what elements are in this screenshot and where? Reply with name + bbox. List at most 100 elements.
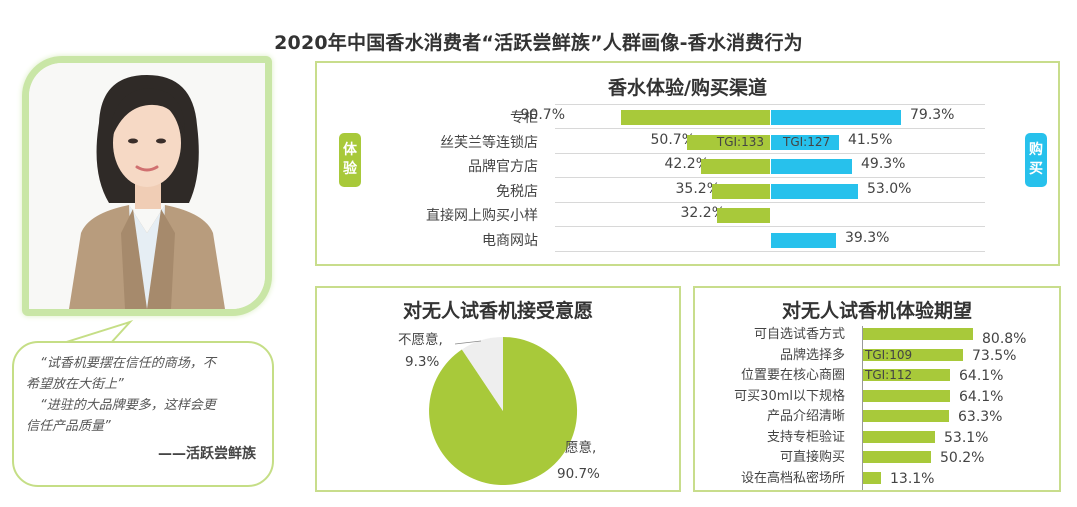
row-rule bbox=[555, 250, 985, 252]
pie-value-unwilling: 9.3% bbox=[405, 354, 440, 370]
purchase-value: 49.3% bbox=[861, 156, 906, 172]
channel-label: 直接网上购买小样 bbox=[426, 208, 538, 224]
expectation-bar bbox=[863, 430, 935, 443]
expectation-label: 产品介绍清晰 bbox=[766, 409, 845, 424]
purchase-value: 53.0% bbox=[867, 180, 912, 197]
expectation-row: 可直接购买 50.2% bbox=[695, 449, 1059, 467]
quote-author: ——活跃尝鲜族 bbox=[158, 446, 256, 462]
expectation-row: 设在高档私密场所 13.1% bbox=[695, 470, 1059, 488]
expectation-value: 63.3% bbox=[958, 409, 1003, 425]
expectation-bar bbox=[863, 328, 973, 340]
row-rule bbox=[555, 152, 985, 154]
purchase-bar: TGI:127 bbox=[771, 134, 839, 150]
expectation-value: 64.1% bbox=[959, 368, 1004, 384]
expectation-label: 位置要在核心商圈 bbox=[740, 368, 845, 383]
expectation-row: 可自选试香方式 80.8% bbox=[695, 326, 1059, 347]
expectation-bar: TGI:109 bbox=[863, 347, 963, 362]
row-rule bbox=[555, 201, 985, 203]
woman-portrait-illustration bbox=[29, 63, 265, 309]
expectation-bar bbox=[863, 451, 931, 463]
experience-value: 90.7% bbox=[520, 107, 565, 123]
expectation-chart-panel: 对无人试香机体验期望 可自选试香方式 80.8% 品牌选择多 TGI:109 7… bbox=[693, 286, 1061, 492]
purchase-bar bbox=[771, 232, 836, 248]
expectation-bar bbox=[863, 410, 949, 422]
purchase-bar bbox=[771, 183, 858, 199]
purchase-tag: 购买 bbox=[1025, 133, 1047, 187]
channel-row: 电商网站 39.3% bbox=[317, 228, 1058, 252]
purchase-bar bbox=[771, 159, 852, 174]
experience-bar bbox=[621, 110, 770, 125]
page-title: 2020年中国香水消费者“活跃尝鲜族”人群画像-香水消费行为 bbox=[274, 32, 803, 54]
purchase-value: 79.3% bbox=[910, 107, 955, 123]
expectation-label: 设在高档私密场所 bbox=[740, 470, 845, 486]
pie-value-willing: 90.7% bbox=[557, 466, 600, 482]
channel-label: 专柜 bbox=[510, 110, 538, 126]
expectation-value: 64.1% bbox=[959, 388, 1004, 405]
expectation-bar bbox=[863, 389, 950, 402]
expectation-row: 支持专柜验证 53.1% bbox=[695, 429, 1059, 447]
channel-row: 直接网上购买小样 32.2% bbox=[317, 203, 1058, 227]
experience-tag: 体验 bbox=[339, 133, 361, 187]
speech-bubble-tail bbox=[60, 320, 134, 344]
experience-value: 50.7% bbox=[650, 131, 695, 148]
expectation-value: 80.8% bbox=[982, 331, 1027, 347]
tgi-label: TGI:133 bbox=[716, 134, 764, 149]
expectation-row: 位置要在核心商圈 TGI:112 64.1% bbox=[695, 367, 1059, 385]
channel-chart-title: 香水体验/购买渠道 bbox=[608, 77, 767, 99]
tgi-label: TGI:127 bbox=[783, 134, 831, 149]
pie-leader-line bbox=[454, 340, 482, 345]
tgi-label: TGI:109 bbox=[865, 347, 913, 362]
expectation-label: 可直接购买 bbox=[779, 450, 845, 465]
acceptance-pie-panel: 对无人试香机接受意愿 不愿意, 9.3% 愿意, 90.7% bbox=[315, 286, 681, 492]
channel-label: 电商网站 bbox=[482, 232, 538, 249]
expectation-row: 产品介绍清晰 63.3% bbox=[695, 408, 1059, 426]
pie-slice-willing bbox=[429, 336, 578, 485]
pie-chart-title: 对无人试香机接受意愿 bbox=[402, 300, 593, 322]
purchase-bar bbox=[771, 110, 901, 125]
acceptance-pie-chart bbox=[429, 336, 578, 485]
experience-bar bbox=[701, 159, 770, 174]
experience-value: 42.2% bbox=[664, 156, 709, 172]
pie-label-willing: 愿意, bbox=[565, 440, 597, 456]
expectation-label: 支持专柜验证 bbox=[766, 429, 845, 445]
experience-value: 32.2% bbox=[680, 205, 725, 221]
expectation-bar bbox=[863, 471, 881, 484]
purchase-value: 39.3% bbox=[845, 229, 890, 246]
persona-photo bbox=[22, 56, 272, 316]
expectation-row: 可买30ml以下规格 64.1% bbox=[695, 388, 1059, 406]
quote-bubble: “试香机要摆在信任的商场，不 希望放在大街上” “进驻的大品牌要多，这样会更 信… bbox=[12, 341, 274, 487]
quote-line: “进驻的大品牌要多，这样会更 bbox=[40, 398, 216, 413]
expectation-value: 53.1% bbox=[944, 429, 989, 446]
tgi-label: TGI:112 bbox=[865, 368, 913, 382]
quote-line: 希望放在大街上” bbox=[26, 377, 124, 392]
channel-label: 免税店 bbox=[496, 183, 538, 200]
chart-axis bbox=[862, 326, 863, 490]
expectation-value: 73.5% bbox=[972, 347, 1017, 364]
expectation-bar: TGI:112 bbox=[863, 368, 950, 382]
quote-line: 信任产品质量” bbox=[26, 419, 111, 434]
experience-value: 35.2% bbox=[675, 180, 720, 197]
expectation-chart-title: 对无人试香机体验期望 bbox=[781, 300, 972, 322]
row-rule bbox=[555, 177, 985, 178]
expectation-value: 13.1% bbox=[890, 470, 935, 487]
pie-slice-unwilling bbox=[461, 337, 503, 411]
row-rule bbox=[555, 226, 985, 227]
chart-rule bbox=[555, 104, 985, 105]
row-rule bbox=[555, 128, 985, 129]
pie-label-unwilling: 不愿意, bbox=[398, 332, 443, 348]
expectation-label: 可自选试香方式 bbox=[753, 327, 845, 342]
expectation-row: 品牌选择多 TGI:109 73.5% bbox=[695, 347, 1059, 365]
channel-row: 专柜 90.7% 79.3% bbox=[317, 105, 1058, 129]
expectation-value: 50.2% bbox=[940, 450, 985, 466]
experience-bar bbox=[717, 208, 770, 223]
purchase-value: 41.5% bbox=[848, 131, 893, 148]
expectation-label: 品牌选择多 bbox=[779, 347, 845, 363]
channel-row: 品牌官方店 42.2% 49.3% bbox=[317, 154, 1058, 178]
channel-label: 品牌官方店 bbox=[468, 159, 538, 175]
channel-chart-panel: 香水体验/购买渠道 体验 购买 专柜 90.7% 79.3% 丝芙兰等连锁店 5… bbox=[315, 61, 1060, 266]
quote-line: “试香机要摆在信任的商场，不 bbox=[40, 356, 216, 371]
channel-row: 丝芙兰等连锁店 50.7% TGI:133 TGI:127 41.5% bbox=[317, 130, 1058, 154]
channel-label: 丝芙兰等连锁店 bbox=[440, 134, 538, 151]
channel-row: 免税店 35.2% 53.0% bbox=[317, 179, 1058, 203]
experience-bar bbox=[712, 183, 770, 199]
